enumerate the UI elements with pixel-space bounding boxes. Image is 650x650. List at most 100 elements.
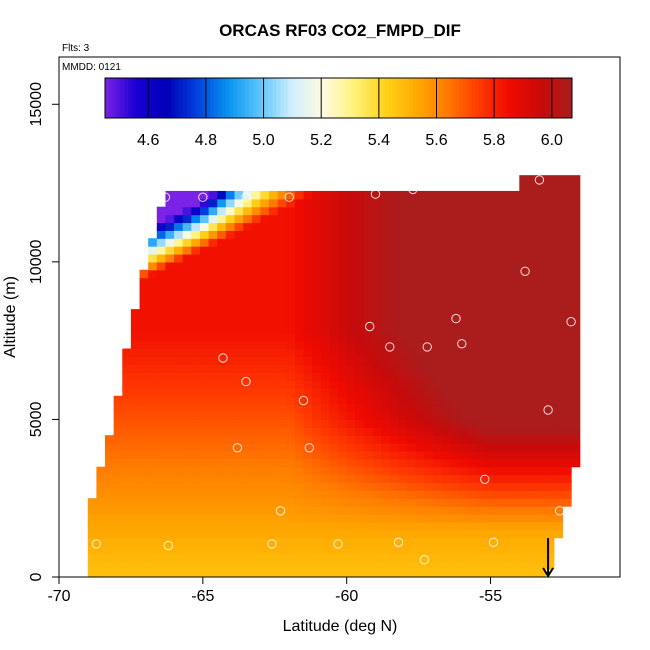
heatmap-cell [130, 458, 141, 468]
heatmap-cell [553, 435, 564, 444]
heatmap-cell [389, 450, 400, 460]
heatmap-cell [415, 537, 425, 547]
heatmap-cell [363, 261, 374, 271]
heatmap-cell [329, 230, 339, 239]
heatmap-cell [519, 498, 529, 507]
heatmap-cell [122, 506, 132, 515]
heatmap-cell [415, 317, 425, 326]
heatmap-cell [130, 324, 141, 334]
heatmap-cell [208, 435, 218, 444]
heatmap-cell [363, 387, 374, 397]
heatmap-cell [493, 238, 503, 247]
heatmap-cell [450, 569, 460, 577]
heatmap-cell [260, 285, 270, 294]
heatmap-cell [260, 545, 270, 554]
heatmap-cell [441, 206, 451, 216]
heatmap-cell [519, 395, 529, 405]
heatmap-cell [536, 395, 546, 405]
heatmap-cell [467, 293, 477, 302]
heatmap-cell [277, 529, 287, 539]
heatmap-cell [139, 277, 149, 287]
heatmap-cell [303, 214, 313, 224]
heatmap-cell [571, 277, 581, 287]
heatmap-cell [450, 443, 460, 452]
heatmap-cell [251, 372, 261, 381]
heatmap-cell [502, 285, 512, 294]
heatmap-cell [441, 364, 451, 373]
heatmap-cell [243, 238, 253, 247]
heatmap-cell [303, 380, 313, 389]
heatmap-cell [174, 356, 184, 365]
heatmap-cell [199, 387, 210, 397]
heatmap-cell [415, 214, 425, 224]
sample-point [422, 342, 432, 352]
heatmap-cell [407, 309, 417, 318]
y-axis-label: Altitude (m) [2, 276, 19, 358]
heatmap-cell [389, 380, 400, 389]
heatmap-cell [243, 301, 253, 310]
heatmap-cell [148, 309, 158, 318]
heatmap-cell [208, 277, 218, 287]
heatmap-cell [476, 545, 486, 554]
heatmap-cell [510, 253, 520, 263]
heatmap-cell [476, 340, 486, 350]
heatmap-cell [372, 387, 382, 397]
heatmap-cell [174, 529, 184, 539]
heatmap-cell [269, 387, 279, 397]
chart-subtitle: Flts: 3 [62, 43, 90, 54]
colorbar-segment [400, 78, 406, 118]
heatmap-cell [303, 261, 313, 271]
heatmap-cell [536, 553, 546, 562]
colorbar-segment [276, 78, 281, 118]
heatmap-cell [329, 364, 339, 373]
heatmap-cell [545, 230, 555, 239]
heatmap-cell [389, 387, 400, 397]
heatmap-cell [338, 380, 348, 389]
heatmap-cell [433, 364, 443, 373]
heatmap-cell [502, 498, 512, 507]
heatmap-cell [182, 458, 192, 468]
heatmap-cell [208, 482, 218, 491]
heatmap-cell [493, 443, 503, 452]
heatmap-cell [277, 553, 287, 562]
heatmap-cell [372, 537, 382, 547]
heatmap-cell [294, 269, 305, 279]
heatmap-cell [312, 458, 322, 468]
heatmap-cell [450, 419, 460, 428]
colorbar-segment [186, 78, 192, 118]
heatmap-cell [398, 569, 408, 577]
heatmap-cell [174, 230, 184, 239]
heatmap-cell [536, 222, 546, 231]
heatmap-cell [148, 521, 158, 531]
heatmap-cell [484, 435, 495, 444]
heatmap-cell [130, 411, 141, 421]
colorbar-tick-label: 6.0 [541, 132, 563, 149]
heatmap-cell [294, 324, 305, 334]
heatmap-cell [407, 246, 417, 255]
heatmap-cell [139, 317, 149, 326]
heatmap-cell [372, 427, 382, 436]
heatmap-cell [243, 340, 253, 350]
heatmap-cell [502, 450, 512, 460]
heatmap-cell [571, 261, 581, 271]
heatmap-cell [277, 458, 287, 468]
sample-point [457, 339, 467, 349]
heatmap-cell [389, 246, 400, 255]
heatmap-cell [243, 490, 253, 499]
heatmap-cell [122, 403, 132, 413]
heatmap-cell [346, 317, 356, 326]
heatmap-cell [251, 214, 261, 224]
heatmap-cell [484, 222, 495, 231]
heatmap-cell [510, 529, 520, 539]
heatmap-cell [277, 285, 287, 294]
heatmap-cell [96, 545, 106, 554]
heatmap-cell [286, 458, 296, 468]
heatmap-cell [433, 190, 443, 200]
heatmap-cell [182, 545, 192, 554]
heatmap-cell [286, 332, 296, 342]
heatmap-cell [527, 285, 538, 294]
heatmap-cell [519, 301, 529, 310]
heatmap-cell [174, 222, 184, 231]
heatmap-cell [407, 190, 417, 200]
colorbar-segment [291, 78, 297, 118]
